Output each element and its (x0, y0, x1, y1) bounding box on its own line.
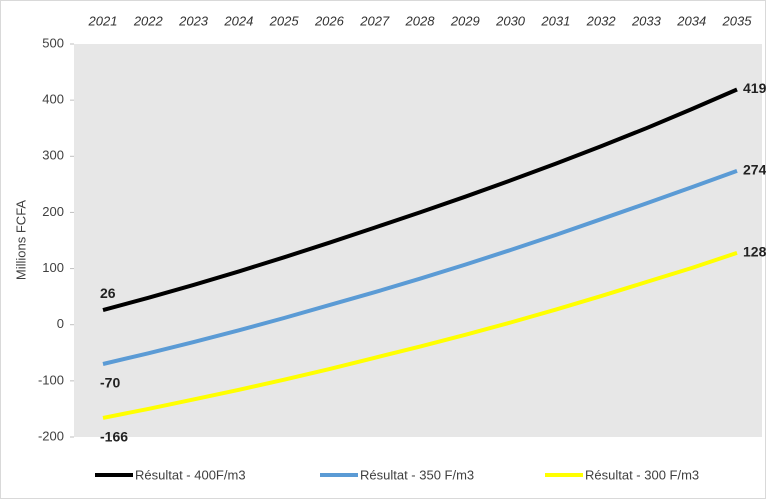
value-label: -166 (100, 429, 128, 445)
legend-label: Résultat - 300 F/m3 (585, 467, 699, 482)
x-tick-label: 2024 (223, 13, 253, 28)
legend-label: Résultat - 350 F/m3 (360, 467, 474, 482)
y-tick-label: 300 (42, 148, 64, 163)
y-tick-label: 0 (57, 316, 64, 331)
x-tick-label: 2022 (133, 13, 164, 28)
legend-label: Résultat - 400F/m3 (135, 467, 246, 482)
y-tick-label: -100 (38, 372, 64, 387)
y-axis-title: Millions FCFA (13, 200, 28, 281)
x-tick-label: 2028 (405, 13, 436, 28)
x-tick-label: 2030 (495, 13, 526, 28)
y-tick-label: 400 (42, 92, 64, 107)
value-label: 419 (743, 80, 766, 96)
plot-area (74, 44, 762, 437)
y-tick-label: -200 (38, 428, 64, 443)
y-tick-label: 200 (42, 204, 64, 219)
value-label: 128 (743, 244, 766, 260)
x-tick-label: 2027 (359, 13, 390, 28)
x-tick-label: 2032 (586, 13, 617, 28)
value-label: 274 (743, 162, 766, 178)
x-tick-label: 2026 (314, 13, 345, 28)
value-label: 26 (100, 285, 116, 301)
x-tick-label: 2035 (722, 13, 753, 28)
x-tick-label: 2034 (676, 13, 706, 28)
series-line (102, 87, 738, 313)
x-tick-label: 2025 (269, 13, 300, 28)
value-label: -70 (100, 375, 120, 391)
y-tick-label: 500 (42, 35, 64, 50)
x-tick-label: 2029 (450, 13, 480, 28)
x-tick-label: 2021 (88, 13, 118, 28)
series-line (102, 169, 738, 366)
series-line (102, 251, 738, 420)
x-tick-label: 2033 (631, 13, 662, 28)
x-tick-label: 2031 (540, 13, 570, 28)
y-tick-label: 100 (42, 260, 64, 275)
x-tick-label: 2023 (178, 13, 209, 28)
